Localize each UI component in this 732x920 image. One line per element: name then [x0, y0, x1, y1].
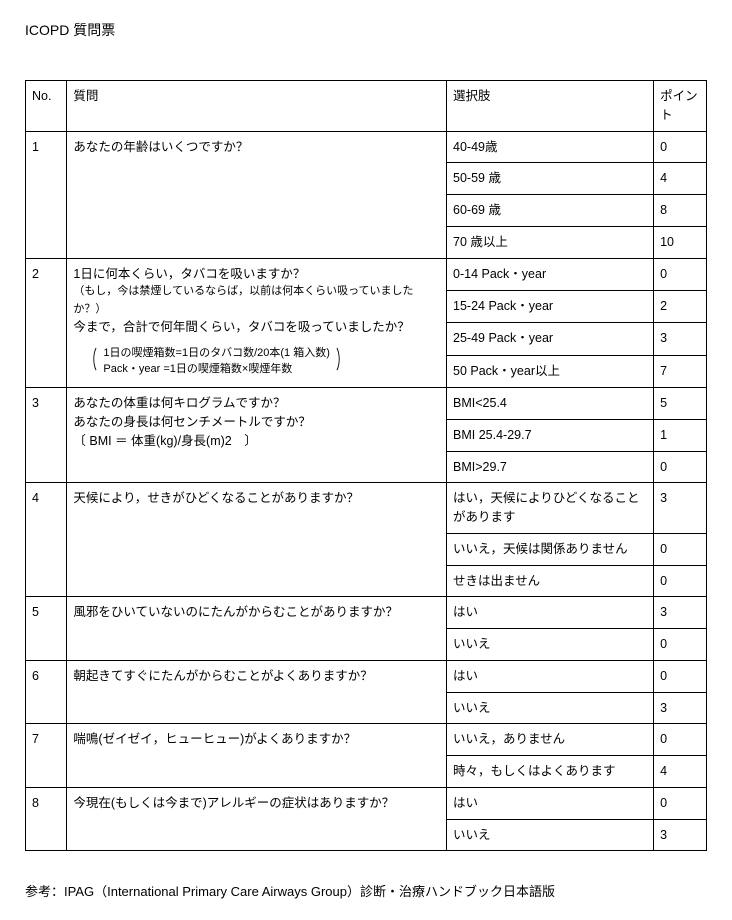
- cell-no: 1: [26, 131, 67, 258]
- cell-question: 天候により，せきがひどくなることがありますか？: [67, 483, 447, 597]
- cell-points: 0: [654, 131, 707, 163]
- formula-line: 1日の喫煙箱数=1日のタバコ数/20本(1 箱入数): [103, 345, 329, 362]
- cell-no: 4: [26, 483, 67, 597]
- question-line: 〔 BMI ＝ 体重(kg)/身長(m)2 〕: [73, 432, 440, 451]
- cell-points: 4: [654, 163, 707, 195]
- cell-points: 0: [654, 533, 707, 565]
- cell-no: 8: [26, 787, 67, 851]
- formula-box: （1日の喫煙箱数=1日のタバコ数/20本(1 箱入数)Pack・year =1日…: [73, 341, 359, 381]
- cell-points: 0: [654, 258, 707, 290]
- cell-option: いいえ，天候は関係ありません: [447, 533, 654, 565]
- cell-points: 7: [654, 355, 707, 387]
- table-row: 21日に何本くらい，タバコを吸いますか？（もし，今は禁煙しているならば，以前は何…: [26, 258, 707, 290]
- question-line: あなたの体重は何キログラムですか？: [73, 394, 440, 413]
- cell-points: 0: [654, 451, 707, 483]
- cell-question: あなたの年齢はいくつですか？: [67, 131, 447, 258]
- formula-line: Pack・year =1日の喫煙箱数×喫煙年数: [103, 361, 329, 378]
- table-row: 5風邪をひいていないのにたんがからむことがありますか？はい3: [26, 597, 707, 629]
- cell-question: 朝起きてすぐにたんがからむことがよくありますか？: [67, 660, 447, 724]
- cell-option: BMI 25.4-29.7: [447, 419, 654, 451]
- cell-option: はい，天候によりひどくなることがあります: [447, 483, 654, 534]
- cell-option: 40-49歳: [447, 131, 654, 163]
- question-line: 今現在(もしくは今まで)アレルギーの症状はありますか？: [73, 794, 440, 813]
- cell-option: はい: [447, 597, 654, 629]
- cell-points: 3: [654, 323, 707, 355]
- cell-no: 6: [26, 660, 67, 724]
- col-points: ポイント: [654, 81, 707, 132]
- cell-question: 喘鳴(ゼイゼイ，ヒューヒュー)がよくありますか？: [67, 724, 447, 788]
- table-row: 6朝起きてすぐにたんがからむことがよくありますか？はい0: [26, 660, 707, 692]
- cell-option: 時々，もしくはよくあります: [447, 756, 654, 788]
- question-line: （もし，今は禁煙しているならば，以前は何本くらい吸っていましたか？）: [73, 283, 440, 318]
- cell-no: 2: [26, 258, 67, 388]
- cell-option: BMI>29.7: [447, 451, 654, 483]
- cell-option: いいえ: [447, 819, 654, 851]
- questionnaire-table: No. 質問 選択肢 ポイント 1あなたの年齢はいくつですか？40-49歳050…: [25, 80, 707, 851]
- table-row: 3あなたの体重は何キログラムですか？あなたの身長は何センチメートルですか？〔 B…: [26, 388, 707, 420]
- table-row: 4天候により，せきがひどくなることがありますか？はい，天候によりひどくなることが…: [26, 483, 707, 534]
- col-no: No.: [26, 81, 67, 132]
- question-line: あなたの年齢はいくつですか？: [73, 138, 440, 157]
- cell-points: 3: [654, 597, 707, 629]
- question-line: 喘鳴(ゼイゼイ，ヒューヒュー)がよくありますか？: [73, 730, 440, 749]
- cell-option: 25-49 Pack・year: [447, 323, 654, 355]
- question-line: 天候により，せきがひどくなることがありますか？: [73, 489, 440, 508]
- cell-question: 風邪をひいていないのにたんがからむことがありますか？: [67, 597, 447, 661]
- cell-no: 3: [26, 388, 67, 483]
- cell-option: いいえ，ありません: [447, 724, 654, 756]
- cell-option: いいえ: [447, 629, 654, 661]
- cell-points: 3: [654, 819, 707, 851]
- cell-option: 60-69 歳: [447, 195, 654, 227]
- cell-points: 8: [654, 195, 707, 227]
- cell-points: 10: [654, 226, 707, 258]
- cell-option: いいえ: [447, 692, 654, 724]
- cell-points: 0: [654, 629, 707, 661]
- table-row: 8今現在(もしくは今まで)アレルギーの症状はありますか？はい0: [26, 787, 707, 819]
- cell-option: BMI<25.4: [447, 388, 654, 420]
- question-line: 1日に何本くらい，タバコを吸いますか？: [73, 265, 440, 284]
- table-row: 1あなたの年齢はいくつですか？40-49歳0: [26, 131, 707, 163]
- cell-points: 0: [654, 787, 707, 819]
- col-option: 選択肢: [447, 81, 654, 132]
- col-question: 質問: [67, 81, 447, 132]
- question-line: 朝起きてすぐにたんがからむことがよくありますか？: [73, 667, 440, 686]
- page-title: ICOPD 質問票: [25, 20, 707, 40]
- cell-no: 5: [26, 597, 67, 661]
- cell-points: 5: [654, 388, 707, 420]
- header-row: No. 質問 選択肢 ポイント: [26, 81, 707, 132]
- cell-option: せきは出ません: [447, 565, 654, 597]
- cell-option: はい: [447, 660, 654, 692]
- cell-option: 70 歳以上: [447, 226, 654, 258]
- cell-question: 今現在(もしくは今まで)アレルギーの症状はありますか？: [67, 787, 447, 851]
- cell-points: 0: [654, 724, 707, 756]
- cell-no: 7: [26, 724, 67, 788]
- cell-points: 1: [654, 419, 707, 451]
- cell-points: 3: [654, 692, 707, 724]
- cell-points: 2: [654, 290, 707, 322]
- cell-option: 15-24 Pack・year: [447, 290, 654, 322]
- cell-question: 1日に何本くらい，タバコを吸いますか？（もし，今は禁煙しているならば，以前は何本…: [67, 258, 447, 388]
- cell-points: 4: [654, 756, 707, 788]
- cell-question: あなたの体重は何キログラムですか？あなたの身長は何センチメートルですか？〔 BM…: [67, 388, 447, 483]
- cell-option: 0-14 Pack・year: [447, 258, 654, 290]
- question-line: あなたの身長は何センチメートルですか？: [73, 413, 440, 432]
- table-row: 7喘鳴(ゼイゼイ，ヒューヒュー)がよくありますか？いいえ，ありません0: [26, 724, 707, 756]
- cell-points: 0: [654, 660, 707, 692]
- footer-reference: 参考：IPAG（International Primary Care Airwa…: [25, 881, 707, 900]
- question-line: 今まで，合計で何年間くらい，タバコを吸っていましたか？: [73, 318, 440, 337]
- cell-points: 0: [654, 565, 707, 597]
- cell-points: 3: [654, 483, 707, 534]
- cell-option: はい: [447, 787, 654, 819]
- cell-option: 50 Pack・year以上: [447, 355, 654, 387]
- question-line: 風邪をひいていないのにたんがからむことがありますか？: [73, 603, 440, 622]
- cell-option: 50-59 歳: [447, 163, 654, 195]
